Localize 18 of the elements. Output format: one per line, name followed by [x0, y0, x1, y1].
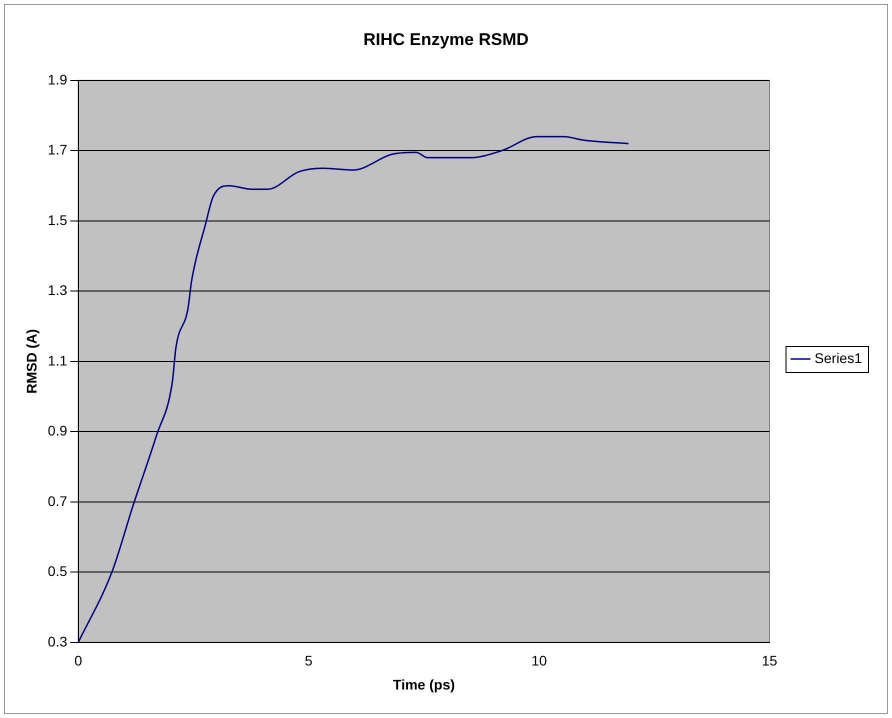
y-tick-label: 0.7	[48, 492, 68, 509]
y-tick-label: 1.7	[48, 142, 68, 158]
x-tick-label: 0	[74, 652, 82, 669]
x-tick-label: 15	[762, 652, 778, 669]
y-tick-label: 1.1	[48, 352, 68, 368]
legend-label: Series1	[814, 350, 862, 366]
y-tick-label: 0.9	[48, 422, 68, 439]
y-tick-label: 1.5	[48, 212, 68, 228]
x-axis-title: Time (ps)	[392, 676, 455, 692]
y-tick-label: 1.9	[48, 71, 68, 88]
y-tick-label: 1.3	[48, 282, 68, 298]
y-tick-label: 0.3	[48, 633, 68, 650]
x-tick-label: 5	[304, 652, 313, 669]
line-series	[78, 136, 630, 642]
x-tick-label: 10	[531, 652, 548, 669]
chart-title: RIHC Enzyme RSMD	[363, 30, 529, 49]
y-axis-title: RMSD (A)	[23, 329, 40, 394]
y-tick-label: 0.5	[48, 563, 68, 580]
